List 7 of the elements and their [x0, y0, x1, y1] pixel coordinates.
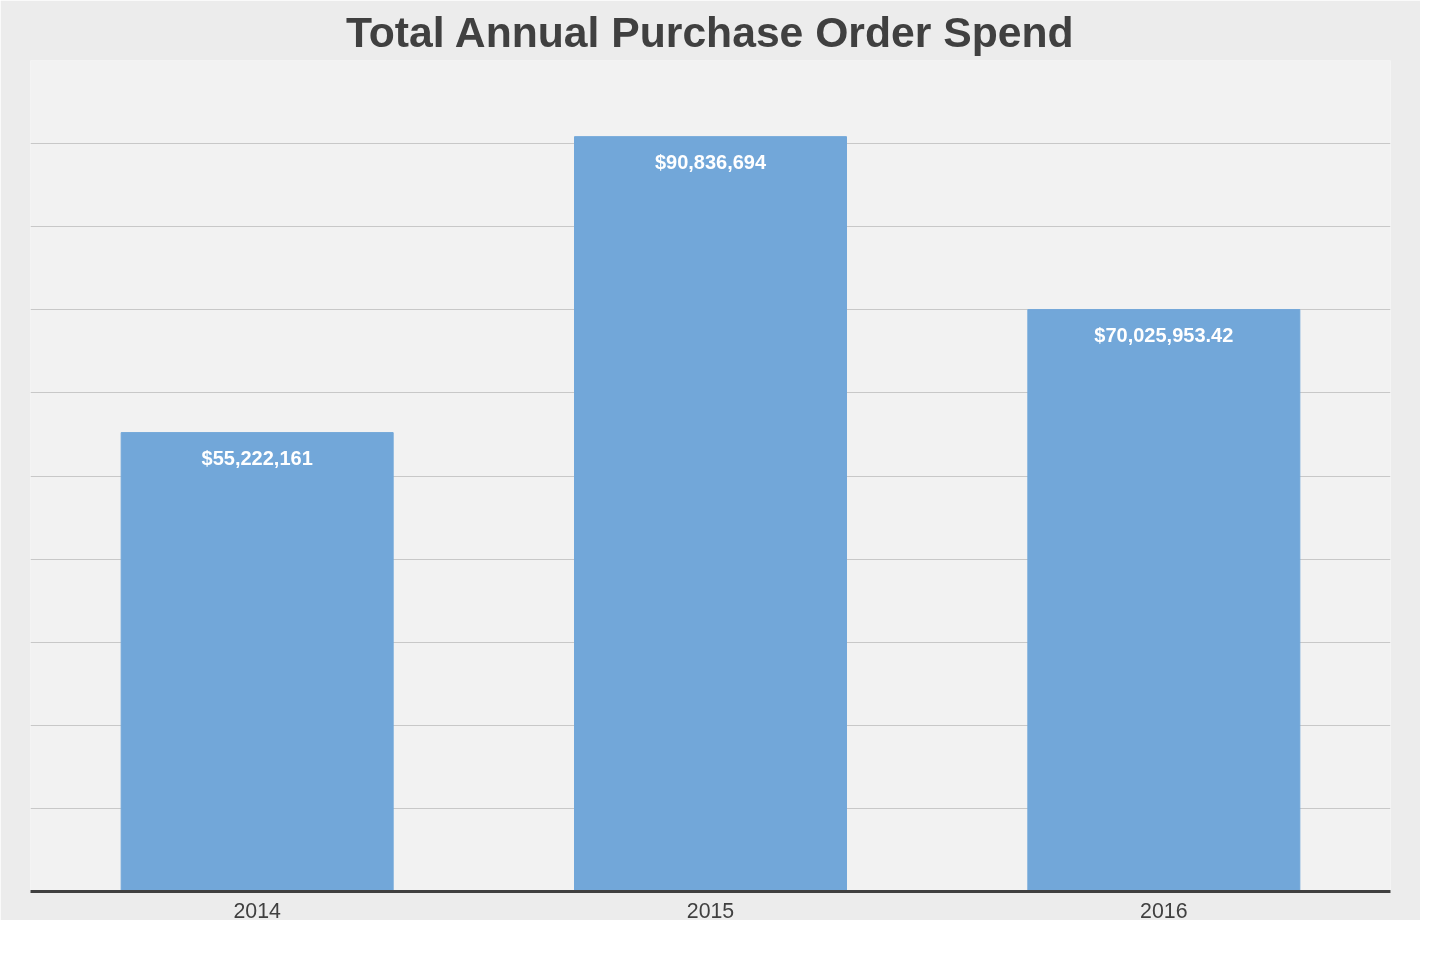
x-tick-label: 2015	[686, 898, 735, 923]
data-label: $70,025,953.42	[1094, 323, 1234, 346]
data-label: $55,222,161	[201, 446, 313, 469]
chart-title: Total Annual Purchase Order Spend	[345, 7, 1074, 56]
x-tick-label: 2016	[1140, 898, 1188, 923]
x-tick-label: 2014	[233, 898, 282, 923]
data-label: $90,836,694	[654, 150, 767, 173]
